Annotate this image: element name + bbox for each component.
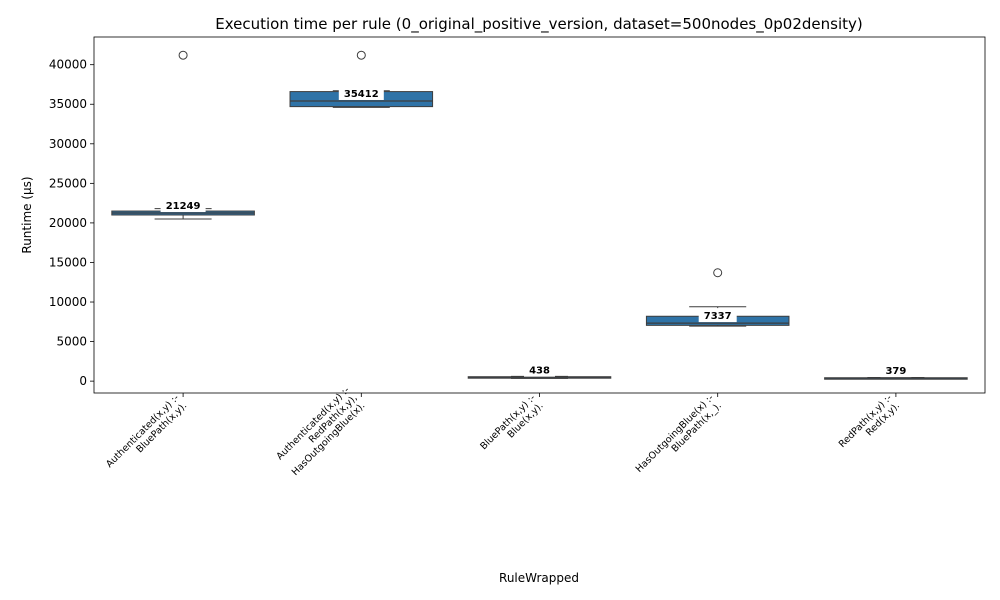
y-tick-label: 30000 [49,137,87,151]
median-label-bg [880,363,912,378]
median-label-bg [524,362,555,377]
x-tick-label: BluePath(x,y) :-Blue(x,y). [478,393,545,460]
y-tick-label: 5000 [56,335,87,349]
median-label-bg [698,308,737,323]
median-label-bg [338,85,384,100]
x-axis-label: RuleWrapped [499,571,579,585]
median-label-bg [160,198,206,213]
x-tick-label-line: HasOutgoingBlue(x) :- [634,393,716,475]
y-tick-label: 20000 [49,216,87,230]
x-tick-label: Authenticated(x,y) :-RedPath(x,y),HasOut… [274,385,367,478]
x-tick-label: Authenticated(x,y) :-BluePath(x,y). [104,393,189,478]
median-label: 7337 [704,311,732,322]
outlier-point [178,50,188,60]
median-label: 438 [529,366,550,377]
x-tick-label-line: Authenticated(x,y) :- [104,393,181,470]
y-tick-label: 35000 [49,97,87,111]
median-label: 21249 [166,201,201,212]
outlier-point [356,50,366,60]
y-tick-label: 25000 [49,176,87,190]
outlier-point [713,268,723,278]
y-tick-label: 40000 [49,58,87,72]
y-tick-label: 10000 [49,295,87,309]
x-tick-label: HasOutgoingBlue(x) :-BluePath(x,_). [634,393,724,483]
y-axis-label: Runtime (µs) [20,176,34,253]
chart-title: Execution time per rule (0_original_posi… [215,15,863,34]
y-tick-label: 15000 [49,255,87,269]
x-tick-label: RedPath(x,y) :-Red(x,y). [837,393,902,458]
median-label: 379 [885,366,906,377]
y-tick-label: 0 [79,374,87,388]
median-label: 35412 [344,89,379,100]
plot-area: 0 5000 10000 15000 20000 25000 30000 35000 40000… [49,36,986,483]
